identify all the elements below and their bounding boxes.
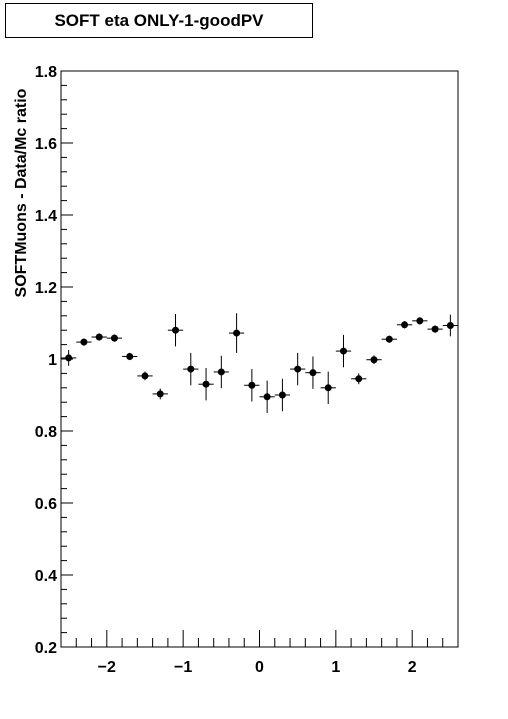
data-marker bbox=[416, 317, 424, 325]
data-point bbox=[305, 356, 321, 389]
data-point bbox=[198, 368, 214, 401]
data-marker bbox=[141, 372, 149, 380]
data-point bbox=[366, 355, 382, 365]
y-tick-label: 0.4 bbox=[35, 568, 57, 585]
data-point bbox=[427, 325, 443, 333]
y-tick-label: 1.4 bbox=[35, 208, 57, 225]
x-tick-label: −2 bbox=[98, 659, 116, 676]
data-marker bbox=[278, 391, 286, 399]
data-point bbox=[442, 314, 458, 337]
data-marker bbox=[401, 321, 409, 329]
data-point bbox=[122, 352, 138, 361]
data-marker bbox=[263, 393, 271, 401]
data-point bbox=[152, 388, 168, 400]
data-point bbox=[183, 352, 199, 386]
data-marker bbox=[65, 354, 73, 362]
data-point bbox=[213, 355, 229, 389]
y-tick-label: 1.2 bbox=[35, 280, 57, 297]
data-marker bbox=[324, 384, 332, 392]
data-point bbox=[412, 317, 428, 325]
data-point bbox=[335, 334, 352, 368]
y-tick-label: 0.2 bbox=[35, 640, 57, 657]
data-marker bbox=[217, 368, 225, 376]
x-tick-label: −1 bbox=[174, 659, 192, 676]
y-tick-label: 1.8 bbox=[35, 64, 57, 81]
data-marker bbox=[339, 347, 347, 355]
data-marker bbox=[370, 356, 378, 364]
data-marker bbox=[355, 375, 363, 383]
plot-frame bbox=[60, 70, 459, 648]
data-point bbox=[259, 380, 275, 413]
data-point bbox=[274, 378, 291, 412]
data-marker bbox=[385, 335, 393, 343]
data-marker bbox=[233, 329, 241, 337]
data-point bbox=[61, 350, 77, 366]
x-tick-label: 1 bbox=[331, 659, 340, 676]
y-tick-label: 0.8 bbox=[35, 424, 57, 441]
data-point bbox=[290, 352, 306, 386]
data-marker bbox=[446, 322, 454, 330]
x-tick-label: 2 bbox=[408, 659, 417, 676]
y-tick-label: 1.6 bbox=[35, 136, 57, 153]
data-marker bbox=[110, 334, 118, 342]
data-marker bbox=[248, 381, 256, 389]
data-point bbox=[396, 321, 413, 329]
data-point bbox=[167, 314, 184, 347]
data-point bbox=[76, 338, 92, 346]
y-axis-title: SOFTMuons - Data/Mc ratio bbox=[13, 88, 30, 297]
data-marker bbox=[172, 326, 180, 334]
title-box: SOFT eta ONLY-1-goodPV bbox=[5, 3, 313, 38]
data-marker bbox=[156, 390, 164, 398]
data-marker bbox=[294, 365, 302, 373]
data-marker bbox=[187, 365, 195, 373]
data-marker bbox=[431, 325, 439, 333]
data-point bbox=[381, 335, 397, 343]
data-marker bbox=[309, 369, 317, 377]
data-point bbox=[244, 369, 260, 402]
data-point bbox=[228, 313, 245, 353]
y-tick-label: 0.6 bbox=[35, 496, 57, 513]
data-point bbox=[137, 371, 153, 381]
data-marker bbox=[126, 352, 134, 360]
y-tick-label: 1 bbox=[48, 352, 57, 369]
data-point bbox=[106, 334, 123, 342]
data-marker bbox=[80, 338, 88, 346]
x-tick-label: 0 bbox=[255, 659, 264, 676]
data-point bbox=[320, 371, 336, 404]
data-marker bbox=[202, 380, 210, 388]
data-marker bbox=[95, 333, 103, 341]
chart-title: SOFT eta ONLY-1-goodPV bbox=[54, 11, 264, 30]
data-point bbox=[91, 333, 107, 341]
data-point bbox=[351, 373, 367, 385]
